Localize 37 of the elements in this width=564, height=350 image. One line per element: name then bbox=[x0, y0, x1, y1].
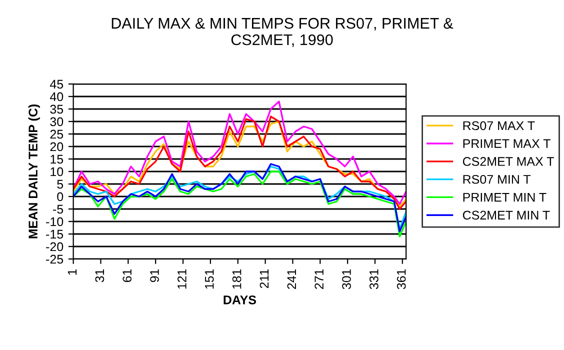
x-tick-label: 331 bbox=[370, 269, 378, 290]
y-tick-label: -5 bbox=[53, 204, 64, 214]
x-tick-label: 1 bbox=[68, 269, 77, 275]
x-tick-label: 181 bbox=[232, 269, 242, 289]
legend-label: RS07 MIN T bbox=[463, 174, 531, 184]
y-tick-label: 25 bbox=[50, 130, 64, 139]
x-tick-label: 121 bbox=[178, 269, 186, 289]
x-tick-label: 271 bbox=[314, 269, 324, 289]
x-tick-label: 301 bbox=[342, 269, 351, 290]
y-tick-label: -25 bbox=[46, 254, 64, 264]
y-tick-label: 10 bbox=[50, 167, 64, 176]
y-tick-label: -10 bbox=[46, 217, 64, 226]
x-tick-label: 31 bbox=[95, 269, 104, 282]
legend-label: CS2MET MAX T bbox=[462, 157, 554, 166]
legend-label: RS07 MAX T bbox=[463, 121, 535, 130]
legend-label: CS2MET MIN T bbox=[462, 210, 550, 220]
y-tick-label: 40 bbox=[50, 92, 64, 102]
x-tick-label: 151 bbox=[205, 269, 214, 289]
y-tick-label: -15 bbox=[46, 230, 64, 239]
legend-label: PRIMET MIN T bbox=[463, 192, 546, 202]
y-tick-label: 30 bbox=[50, 117, 64, 126]
y-tick-label: 5 bbox=[57, 180, 64, 189]
x-tick-label: 211 bbox=[260, 269, 269, 288]
y-tick-label: -20 bbox=[46, 242, 64, 252]
y-tick-label: 20 bbox=[50, 142, 64, 152]
y-tick-label: 35 bbox=[50, 104, 64, 114]
y-tick-label: 15 bbox=[50, 154, 64, 164]
x-tick-label: 61 bbox=[122, 269, 132, 282]
legend-label: PRIMET MAX T bbox=[463, 139, 550, 148]
y-tick-label: 45 bbox=[50, 80, 64, 89]
x-tick-label: 241 bbox=[287, 269, 296, 289]
y-axis-title: MEAN DAILY TEMP (C) bbox=[28, 104, 40, 238]
chart-title: DAILY MAX & MIN TEMPS FOR RS07, PRIMET & CS2MET, 1990 bbox=[112, 18, 454, 47]
x-tick-label: 91 bbox=[150, 269, 159, 282]
x-tick-label: 361 bbox=[396, 269, 406, 290]
x-axis-title: DAYS bbox=[224, 295, 256, 304]
y-tick-label: 0 bbox=[57, 192, 64, 202]
